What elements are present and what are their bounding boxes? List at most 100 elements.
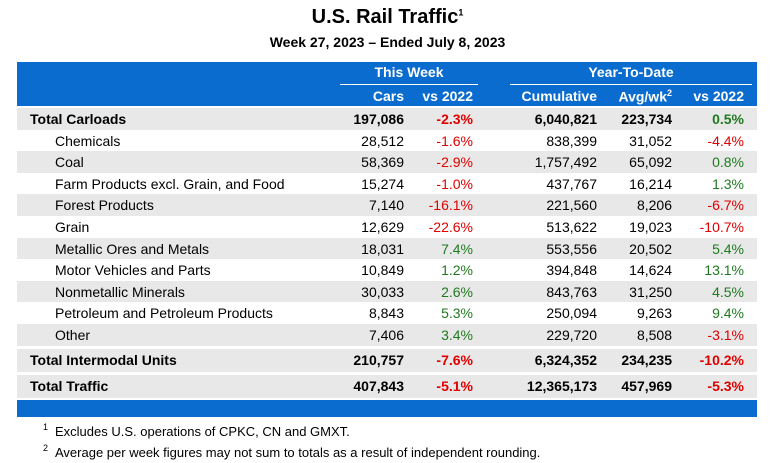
cell: 457,969 [621, 377, 672, 394]
row-bg [17, 374, 757, 398]
cell: 843,763 [546, 283, 597, 300]
cell: 4.5% [712, 283, 744, 300]
cell: 6,324,352 [534, 351, 597, 368]
row-bg [17, 108, 757, 130]
row-label: Coal [55, 154, 84, 171]
cell: -22.6% [428, 219, 473, 235]
column-note: 2 [666, 88, 672, 98]
row-label: Total Traffic [30, 377, 109, 394]
cell: -6.7% [707, 197, 744, 214]
cell: 28,512 [361, 132, 404, 149]
footnote: Average per week figures may not sum to … [55, 445, 541, 460]
row-bg [17, 259, 757, 281]
row-label: Total Carloads [30, 111, 127, 127]
cell: -16.1% [428, 197, 473, 214]
cell: 0.8% [712, 154, 744, 171]
cell: 30,033 [361, 283, 404, 300]
row-bg [17, 151, 757, 173]
cell: 3.4% [441, 327, 473, 343]
footnote-mark: 2 [43, 443, 49, 453]
cell: 2.6% [441, 283, 473, 300]
cell: 229,720 [546, 327, 597, 343]
group-header: Year-To-Date [588, 64, 674, 80]
cell: 9.4% [712, 305, 744, 322]
header-rule [340, 84, 478, 85]
cell: 31,052 [629, 132, 672, 149]
cell: 5.3% [441, 305, 473, 322]
title-note: 1 [458, 7, 464, 18]
cell: 12,365,173 [526, 377, 597, 394]
cell: 8,508 [636, 327, 672, 343]
cell: 250,094 [546, 305, 597, 322]
cell: 234,235 [621, 351, 672, 368]
row-divider [17, 371, 757, 374]
column-label: Cumulative [521, 88, 597, 104]
row-bg [17, 172, 757, 195]
cell: 16,214 [629, 175, 672, 192]
column-header: Cumulative [522, 88, 597, 104]
cell: 58,369 [361, 154, 404, 171]
column-label: vs 2022 [422, 88, 473, 104]
row-label: Other [55, 327, 91, 343]
cell: 65,092 [629, 154, 672, 171]
column-label: vs 2022 [693, 88, 744, 104]
row-bg [17, 216, 757, 238]
cell: 15,274 [361, 175, 404, 192]
row-bg [17, 324, 757, 346]
row-bg [17, 280, 757, 303]
cell: 0.5% [712, 111, 744, 127]
cell: 1.3% [712, 175, 744, 192]
cell: 6,040,821 [534, 111, 597, 127]
cell: 18,031 [361, 240, 404, 257]
cell: 13.1% [704, 262, 744, 279]
cell: -2.9% [436, 154, 473, 171]
cell: 8,843 [368, 305, 404, 322]
cell: 210,757 [353, 351, 404, 368]
row-bg [17, 129, 757, 152]
row-label: Petroleum and Petroleum Products [55, 305, 273, 322]
cell: -7.6% [436, 351, 473, 368]
cell: 407,843 [353, 377, 404, 394]
row-bg [17, 194, 757, 216]
column-header: Avg/wk2 [618, 88, 672, 105]
row-label: Chemicals [55, 132, 121, 149]
cell: -10.7% [699, 219, 744, 235]
cell: -10.2% [699, 351, 744, 368]
subtitle: Week 27, 2023 – Ended July 8, 2023 [269, 34, 506, 50]
cell: 10,849 [361, 262, 404, 279]
cell: -5.3% [707, 377, 744, 394]
column-label: Cars [372, 88, 404, 104]
cell: 1.2% [441, 262, 473, 279]
row-bg [17, 348, 757, 372]
footnote: Excludes U.S. operations of CPKC, CN and… [55, 424, 350, 439]
cell: -4.4% [707, 132, 744, 149]
column-header: Cars [373, 88, 404, 104]
cell: 19,023 [629, 219, 672, 235]
cell: 553,556 [546, 240, 597, 257]
row-label: Metallic Ores and Metals [55, 240, 210, 257]
title: U.S. Rail Traffic [311, 6, 459, 28]
cell: 7,140 [368, 197, 404, 214]
cell: 513,622 [546, 219, 597, 235]
cell: 197,086 [353, 111, 404, 127]
cell: -1.0% [436, 175, 473, 192]
cell: 14,624 [629, 262, 672, 279]
row-label: Grain [55, 219, 90, 235]
cell: 394,848 [546, 262, 597, 279]
row-bg [17, 302, 757, 324]
cell: 9,263 [636, 305, 672, 322]
cell: 8,206 [636, 197, 672, 214]
row-label: Forest Products [55, 197, 154, 214]
title-wrap: U.S. Rail Traffic1 [0, 6, 775, 29]
cell: -3.1% [707, 327, 744, 343]
cell: 20,502 [629, 240, 672, 257]
cell: 223,734 [621, 111, 672, 127]
row-label: Farm Products excl. Grain, and Food [55, 175, 285, 192]
footnote-mark: 1 [43, 422, 49, 432]
cell: 1,757,492 [534, 154, 597, 171]
cell: 7,406 [368, 327, 404, 343]
cell: 31,250 [629, 283, 672, 300]
header-rule [510, 84, 752, 85]
